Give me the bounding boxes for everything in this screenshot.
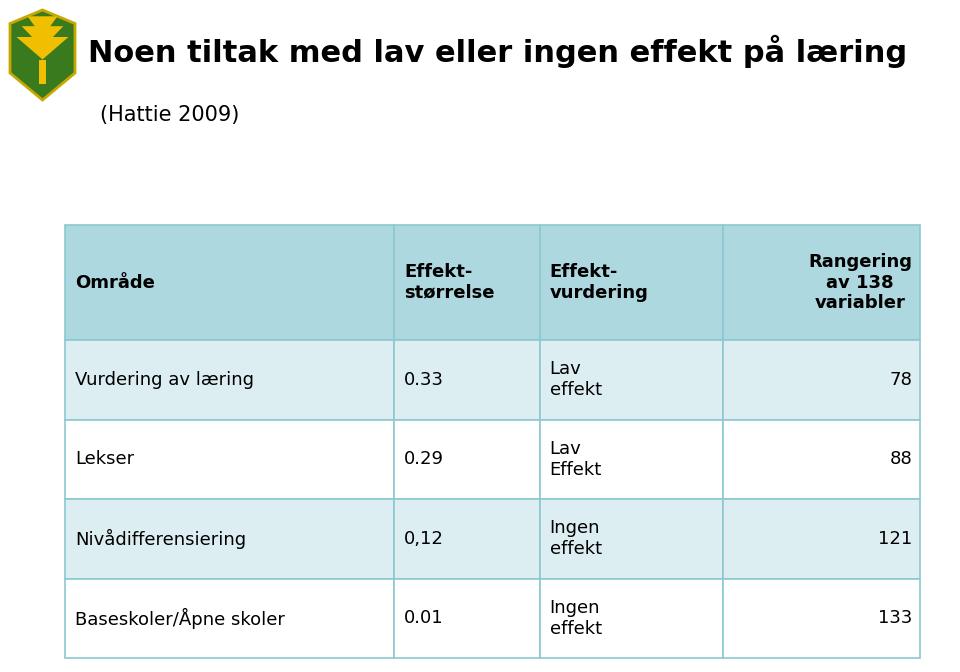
Bar: [395, 579, 540, 658]
Bar: [395, 340, 540, 419]
Bar: [540, 579, 723, 658]
Text: Vurdering av læring: Vurdering av læring: [75, 371, 254, 388]
Bar: [723, 579, 920, 658]
Bar: [395, 419, 540, 499]
Bar: [65, 499, 395, 579]
Bar: [540, 340, 723, 419]
Bar: [723, 340, 920, 419]
Text: Rangering
av 138
variabler: Rangering av 138 variabler: [808, 253, 912, 312]
Text: 0,12: 0,12: [404, 530, 444, 548]
Text: 0.29: 0.29: [404, 450, 444, 468]
Polygon shape: [16, 37, 68, 60]
Text: 78: 78: [889, 371, 912, 388]
Bar: [395, 499, 540, 579]
Text: 88: 88: [889, 450, 912, 468]
Text: Lav
Effekt: Lav Effekt: [549, 440, 602, 478]
Text: 133: 133: [877, 610, 912, 627]
Bar: [395, 225, 540, 340]
Text: Ingen
effekt: Ingen effekt: [549, 519, 602, 558]
Polygon shape: [10, 10, 75, 100]
Bar: [723, 225, 920, 340]
Text: (Hattie 2009): (Hattie 2009): [100, 105, 239, 125]
Bar: [540, 419, 723, 499]
Polygon shape: [22, 26, 63, 48]
Text: Nivådifferensiering: Nivådifferensiering: [75, 529, 246, 549]
Bar: [723, 499, 920, 579]
Polygon shape: [38, 60, 46, 84]
Text: Område: Område: [75, 274, 155, 292]
Polygon shape: [28, 16, 58, 37]
Text: Lekser: Lekser: [75, 450, 134, 468]
Bar: [65, 579, 395, 658]
Bar: [65, 419, 395, 499]
Text: Effekt-
vurdering: Effekt- vurdering: [549, 263, 648, 302]
Text: Lav
effekt: Lav effekt: [549, 360, 602, 399]
Text: 0.33: 0.33: [404, 371, 444, 388]
Bar: [540, 499, 723, 579]
Text: 121: 121: [877, 530, 912, 548]
Bar: [540, 225, 723, 340]
Text: 0.01: 0.01: [404, 610, 444, 627]
Text: Baseskoler/Åpne skoler: Baseskoler/Åpne skoler: [75, 607, 285, 629]
Bar: [723, 419, 920, 499]
Text: Ingen
effekt: Ingen effekt: [549, 599, 602, 638]
Bar: [65, 225, 395, 340]
Text: Effekt-
størrelse: Effekt- størrelse: [404, 263, 494, 302]
Bar: [65, 340, 395, 419]
Text: Noen tiltak med lav eller ingen effekt på læring: Noen tiltak med lav eller ingen effekt p…: [88, 35, 907, 68]
